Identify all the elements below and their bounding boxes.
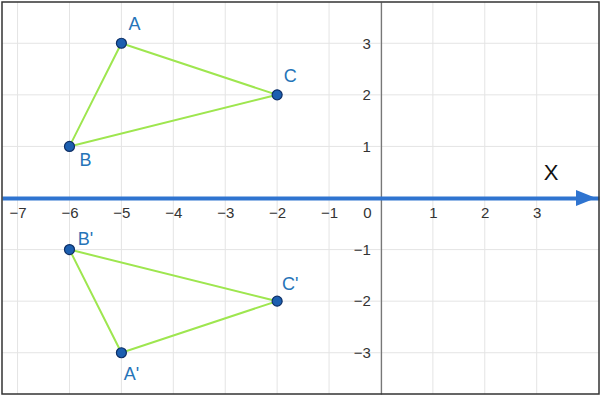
point-label: C' bbox=[282, 274, 298, 294]
point-label: A' bbox=[124, 364, 139, 384]
chart: −3 −2 −1 1 2 3 −7 −6 −5 −4 −3 −2 −1 0 1 2 3 X A B C A' B' C' bbox=[0, 0, 601, 396]
point-label: A bbox=[128, 14, 140, 34]
plot-area bbox=[64, 38, 282, 357]
tick: 1 bbox=[429, 198, 437, 221]
tick: −7 bbox=[10, 198, 27, 221]
tick-label: −4 bbox=[165, 204, 182, 221]
triangle bbox=[69, 250, 277, 353]
point-labels: A B C A' B' C' bbox=[78, 14, 299, 383]
tick: −2 bbox=[269, 198, 286, 221]
point bbox=[116, 348, 126, 358]
tick: −5 bbox=[113, 198, 130, 221]
point-label: C bbox=[284, 66, 297, 86]
tick-label: −2 bbox=[269, 204, 286, 221]
grid-line bbox=[2, 94, 599, 95]
tick-label: 1 bbox=[363, 138, 371, 155]
grid-line bbox=[2, 43, 599, 44]
tick-label: −5 bbox=[113, 204, 130, 221]
point-label: B' bbox=[78, 229, 93, 249]
point-label: B bbox=[79, 150, 91, 170]
frame bbox=[2, 2, 599, 394]
tick: −4 bbox=[165, 198, 182, 221]
tick: 2 bbox=[481, 198, 489, 221]
point bbox=[64, 141, 74, 151]
tick-label: −3 bbox=[217, 204, 234, 221]
grid-line bbox=[2, 352, 599, 353]
point bbox=[64, 245, 74, 255]
tick: 0 bbox=[363, 198, 381, 221]
tick-label: −2 bbox=[354, 292, 371, 309]
tick-label: 0 bbox=[363, 204, 371, 221]
tick-label: 3 bbox=[533, 204, 541, 221]
grid-line bbox=[2, 249, 599, 250]
grid bbox=[2, 2, 599, 394]
tick: 3 bbox=[533, 198, 541, 221]
tick-label: 2 bbox=[481, 204, 489, 221]
grid-line bbox=[2, 146, 599, 147]
tick-label: 2 bbox=[363, 86, 371, 103]
tick: 3 bbox=[363, 35, 381, 52]
x-axis: −7 −6 −5 −4 −3 −2 −1 0 1 2 3 bbox=[3, 198, 600, 221]
tick-label: 3 bbox=[363, 35, 371, 52]
tick-label: 1 bbox=[429, 204, 437, 221]
tick: −2 bbox=[354, 292, 381, 309]
tick-label: −3 bbox=[354, 344, 371, 361]
point bbox=[116, 38, 126, 48]
point bbox=[272, 90, 282, 100]
tick: −1 bbox=[354, 241, 381, 258]
grid-line bbox=[2, 301, 599, 302]
axis-title: X bbox=[544, 160, 559, 185]
tick: −3 bbox=[217, 198, 234, 221]
tick-label: −6 bbox=[61, 204, 78, 221]
tick: −6 bbox=[61, 198, 78, 221]
point bbox=[272, 296, 282, 306]
tick-label: −1 bbox=[354, 241, 371, 258]
background bbox=[0, 0, 601, 396]
axis-line bbox=[3, 197, 600, 201]
tick-label: −7 bbox=[10, 204, 27, 221]
axis-arrow bbox=[576, 190, 596, 206]
tick-label: −1 bbox=[321, 204, 338, 221]
tick: −1 bbox=[321, 198, 338, 221]
tick: 2 bbox=[363, 86, 381, 103]
tick: −3 bbox=[354, 344, 381, 361]
triangle bbox=[69, 43, 277, 146]
tick: 1 bbox=[363, 138, 381, 155]
